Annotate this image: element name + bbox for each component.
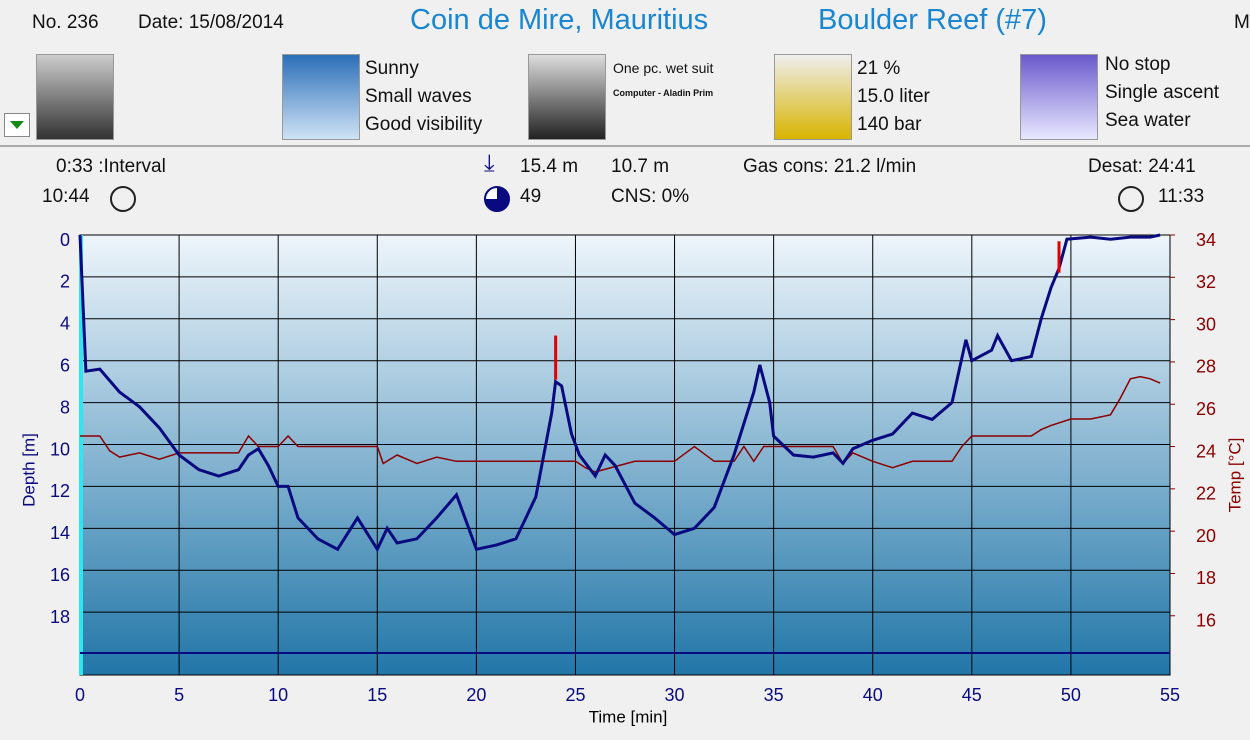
x-tick-label: 55	[1160, 685, 1180, 705]
gas: 15.0 liter	[857, 86, 930, 107]
y-tick-label: 18	[50, 607, 70, 627]
cut-text: M	[1234, 12, 1250, 33]
site: Coin de Mire, Mauritius	[410, 4, 709, 36]
x-tick-label: 40	[863, 685, 883, 705]
x-tick-label: 45	[962, 685, 982, 705]
y-tick-label: 16	[50, 565, 70, 585]
y-axis-label: Depth [m]	[19, 433, 38, 507]
series-line	[80, 375, 1161, 473]
duration-icon	[484, 186, 510, 212]
duration: 49	[520, 186, 542, 207]
y2-tick-label: 22	[1196, 484, 1216, 504]
equipment: One pc. wet suit	[613, 60, 714, 76]
dive-type: Single ascent	[1105, 82, 1220, 103]
weather: Sunny	[365, 58, 419, 79]
series-line	[78, 233, 1161, 553]
y-tick-label: 10	[50, 439, 70, 459]
weather: Good visibility	[365, 114, 483, 135]
y-tick-label: 14	[50, 523, 70, 543]
spot: Boulder Reef (#7)	[818, 4, 1047, 36]
equipment: Computer - Aladin Prim	[613, 88, 714, 98]
exit-time: 11:33	[1158, 186, 1205, 207]
diver-photo	[36, 54, 114, 140]
gas-cons: Gas cons: 21.2 l/min	[743, 156, 917, 177]
y-tick-label: 2	[60, 272, 70, 292]
plot-area	[79, 234, 1171, 676]
x-tick-label: 25	[565, 685, 585, 705]
y2-axis-label: Temp [°C]	[1225, 438, 1244, 513]
tank-icon	[774, 54, 852, 140]
entry-time: 10:44	[42, 186, 90, 207]
x-tick-label: 20	[466, 685, 486, 705]
x-tick-label: 5	[174, 685, 184, 705]
weather: Small waves	[365, 86, 472, 107]
depth-icon: ⤓	[484, 150, 495, 177]
clock-icon	[110, 186, 136, 212]
y2-tick-label: 24	[1196, 441, 1216, 461]
dive-icon	[1020, 54, 1098, 140]
y2-tick-label: 28	[1196, 357, 1216, 377]
weather-icon	[282, 54, 360, 140]
gas: 21 %	[857, 58, 901, 79]
y2-tick-label: 18	[1196, 568, 1216, 588]
x-tick-label: 50	[1061, 685, 1081, 705]
dive-number: No. 236	[32, 12, 99, 33]
desat: Desat: 24:41	[1088, 156, 1196, 177]
x-axis-label: Time [min]	[589, 707, 668, 726]
y-tick-label: 8	[60, 397, 70, 417]
x-tick-label: 30	[665, 685, 685, 705]
dive-date: Date: 15/08/2014	[138, 12, 284, 33]
max-depth: 15.4 m	[520, 156, 579, 177]
y-tick-label: 12	[50, 481, 70, 501]
y2-tick-label: 26	[1196, 399, 1216, 419]
y2-tick-label: 20	[1196, 526, 1216, 546]
x-tick-label: 35	[764, 685, 784, 705]
x-tick-label: 15	[367, 685, 387, 705]
equipment-icon	[528, 54, 606, 140]
y-tick-label: 4	[60, 314, 70, 334]
separator	[0, 145, 1250, 147]
y-tick-label: 0	[60, 230, 70, 250]
gas: 140 bar	[857, 114, 922, 135]
avg-depth: 10.7 m	[611, 156, 670, 177]
y2-tick-label: 34	[1196, 230, 1216, 250]
y2-tick-label: 32	[1196, 272, 1216, 292]
x-tick-label: 10	[268, 685, 288, 705]
y-tick-label: 6	[60, 355, 70, 375]
dive-type: Sea water	[1105, 110, 1191, 131]
clock-icon	[1118, 186, 1144, 212]
y2-tick-label: 16	[1196, 611, 1216, 631]
cns: CNS: 0%	[611, 186, 690, 207]
interval: 0:33 :Interval	[56, 156, 166, 177]
dive-type: No stop	[1105, 54, 1171, 75]
dropdown[interactable]	[4, 113, 30, 137]
x-tick-label: 0	[75, 685, 85, 705]
y2-tick-label: 30	[1196, 314, 1216, 334]
